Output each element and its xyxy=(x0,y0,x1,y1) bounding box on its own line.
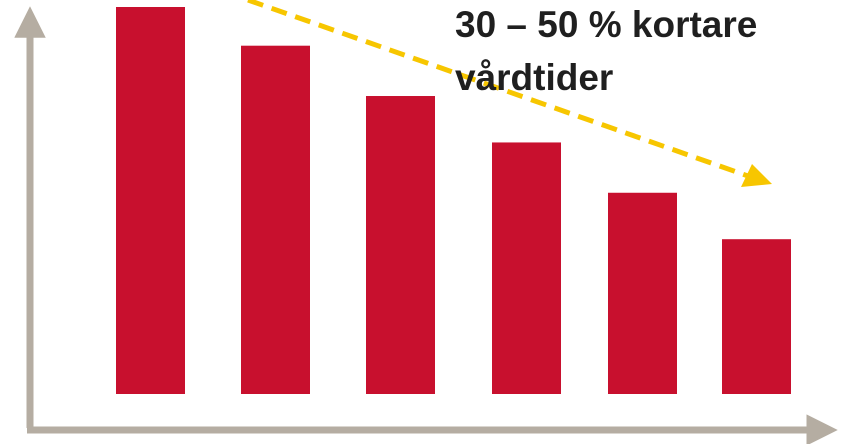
bar-4 xyxy=(492,142,561,394)
trend-arrow-head-icon xyxy=(741,164,772,187)
annotation-line-1: 30 – 50 % kortare xyxy=(455,4,757,45)
bar-1 xyxy=(116,7,185,394)
trend-arrow xyxy=(247,0,749,179)
annotation-line-2: vårdtider xyxy=(455,57,613,98)
bar-2 xyxy=(241,45,310,394)
bars-group xyxy=(116,7,791,394)
bar-3 xyxy=(366,96,435,394)
bar-5 xyxy=(608,192,677,394)
bar-6 xyxy=(722,239,791,394)
